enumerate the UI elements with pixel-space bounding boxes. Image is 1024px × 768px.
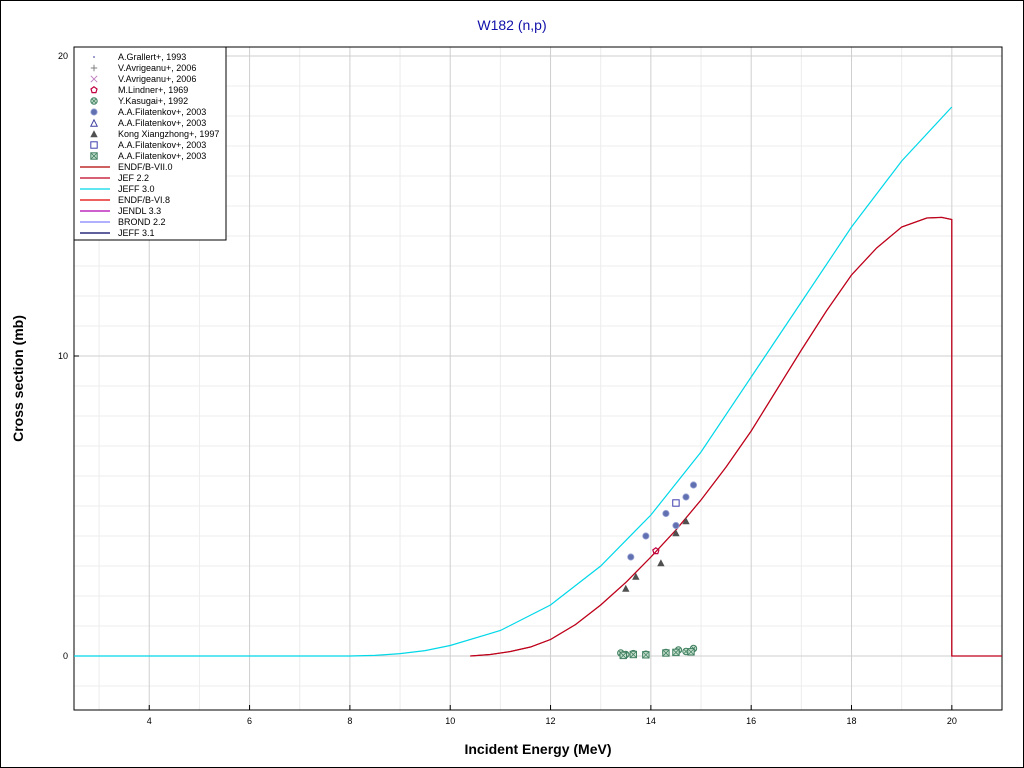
legend-label: Kong Xiangzhong+, 1997 bbox=[118, 129, 219, 139]
legend-label: JEFF 3.1 bbox=[118, 228, 155, 238]
legend-marker bbox=[90, 64, 98, 72]
legend-label: A.A.Filatenkov+, 2003 bbox=[118, 140, 206, 150]
x-tick-label: 16 bbox=[746, 716, 756, 726]
legend-label: JEF 2.2 bbox=[118, 173, 149, 183]
legend-marker bbox=[89, 118, 99, 127]
legend-entry: JEFF 3.1 bbox=[80, 228, 155, 238]
y-tick-label: 0 bbox=[63, 651, 68, 661]
y-tick-label: 10 bbox=[58, 351, 68, 361]
data-point bbox=[672, 648, 680, 657]
x-tick-label: 18 bbox=[847, 716, 857, 726]
x-tick-label: 20 bbox=[947, 716, 957, 726]
legend-label: M.Lindner+, 1969 bbox=[118, 85, 188, 95]
legend-label: BROND 2.2 bbox=[118, 217, 166, 227]
x-tick-label: 8 bbox=[347, 716, 352, 726]
data-point bbox=[672, 521, 680, 530]
legend-entry: ENDF/B-VI.8 bbox=[80, 195, 170, 205]
data-point bbox=[619, 651, 627, 660]
legend-label: V.Avrigeanu+, 2006 bbox=[118, 74, 196, 84]
legend-entry: BROND 2.2 bbox=[80, 217, 166, 227]
data-points bbox=[617, 481, 698, 660]
data-point bbox=[642, 651, 650, 659]
legend-label: JEFF 3.0 bbox=[118, 184, 155, 194]
data-point bbox=[642, 532, 650, 540]
legend-label: V.Avrigeanu+, 2006 bbox=[118, 63, 196, 73]
legend-box bbox=[73, 46, 227, 241]
legend-entry: JEF 2.2 bbox=[80, 173, 149, 183]
legend-entry: A.A.Filatenkov+, 2003 bbox=[90, 140, 206, 150]
curves bbox=[74, 106, 1002, 657]
legend-marker bbox=[90, 141, 98, 149]
legend-marker bbox=[90, 75, 98, 83]
x-tick-label: 14 bbox=[646, 716, 656, 726]
data-point bbox=[662, 509, 670, 518]
legend-marker bbox=[90, 152, 98, 160]
data-point bbox=[622, 584, 630, 592]
legend-marker bbox=[93, 56, 95, 58]
legend-marker bbox=[90, 86, 98, 94]
legend-entry: Y.Kasugai+, 1992 bbox=[90, 96, 188, 106]
curve-jeff-3-0 bbox=[74, 106, 953, 657]
legend-entry: A.A.Filatenkov+, 2003 bbox=[89, 118, 206, 128]
legend-label: JENDL 3.3 bbox=[118, 206, 161, 216]
data-point bbox=[627, 553, 635, 561]
data-point bbox=[682, 493, 690, 501]
plot-area bbox=[73, 46, 1003, 711]
y-axis-label: Cross section (mb) bbox=[10, 315, 26, 442]
x-tick-label: 10 bbox=[445, 716, 455, 726]
legend-entry: V.Avrigeanu+, 2006 bbox=[90, 74, 196, 84]
data-point bbox=[672, 529, 680, 537]
x-axis-label: Incident Energy (MeV) bbox=[464, 741, 611, 757]
legend-entry: JENDL 3.3 bbox=[80, 206, 161, 216]
data-point bbox=[657, 559, 665, 567]
legend-label: A.A.Filatenkov+, 2003 bbox=[118, 151, 206, 161]
y-tick-label: 20 bbox=[58, 51, 68, 61]
legend-label: A.Grallert+, 1993 bbox=[118, 52, 186, 62]
legend-label: Y.Kasugai+, 1992 bbox=[118, 96, 188, 106]
legend-marker bbox=[90, 97, 98, 105]
legend-label: A.A.Filatenkov+, 2003 bbox=[118, 107, 206, 117]
legend-entry: ENDF/B-VII.0 bbox=[80, 162, 173, 172]
x-tick-label: 12 bbox=[546, 716, 556, 726]
legend-entry: V.Avrigeanu+, 2006 bbox=[90, 63, 196, 73]
data-point bbox=[687, 648, 695, 656]
legend-entry: A.A.Filatenkov+, 2003 bbox=[90, 151, 206, 161]
chart-title: W182 (n,p) bbox=[477, 17, 546, 33]
legend-entry: JEFF 3.0 bbox=[80, 184, 155, 194]
data-point bbox=[652, 547, 660, 555]
legend-label: A.A.Filatenkov+, 2003 bbox=[118, 118, 206, 128]
legend-entry: A.A.Filatenkov+, 2003 bbox=[90, 107, 206, 117]
legend-label: ENDF/B-VI.8 bbox=[118, 195, 170, 205]
x-tick-label: 4 bbox=[147, 716, 152, 726]
legend-label: ENDF/B-VII.0 bbox=[118, 162, 173, 172]
data-point bbox=[689, 481, 698, 489]
data-point bbox=[682, 517, 690, 525]
legend-marker bbox=[90, 108, 98, 116]
legend-entry: A.Grallert+, 1993 bbox=[93, 52, 186, 62]
curve-jef-2-2 bbox=[470, 216, 1002, 657]
data-point bbox=[662, 649, 670, 657]
legend-entry: Kong Xiangzhong+, 1997 bbox=[90, 129, 219, 139]
data-point bbox=[672, 499, 680, 507]
legend-entry: M.Lindner+, 1969 bbox=[90, 85, 188, 95]
legend-marker bbox=[90, 130, 98, 138]
axis-ticks: 4 6 8 10 12 14 16 18 20 0 10 20 bbox=[58, 51, 957, 726]
data-point bbox=[629, 650, 638, 659]
x-tick-label: 6 bbox=[247, 716, 252, 726]
data-point bbox=[632, 572, 640, 580]
